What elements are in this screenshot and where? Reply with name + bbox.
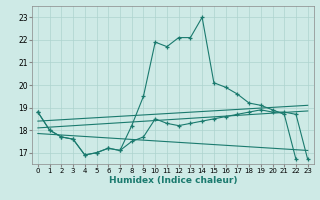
- X-axis label: Humidex (Indice chaleur): Humidex (Indice chaleur): [108, 176, 237, 185]
